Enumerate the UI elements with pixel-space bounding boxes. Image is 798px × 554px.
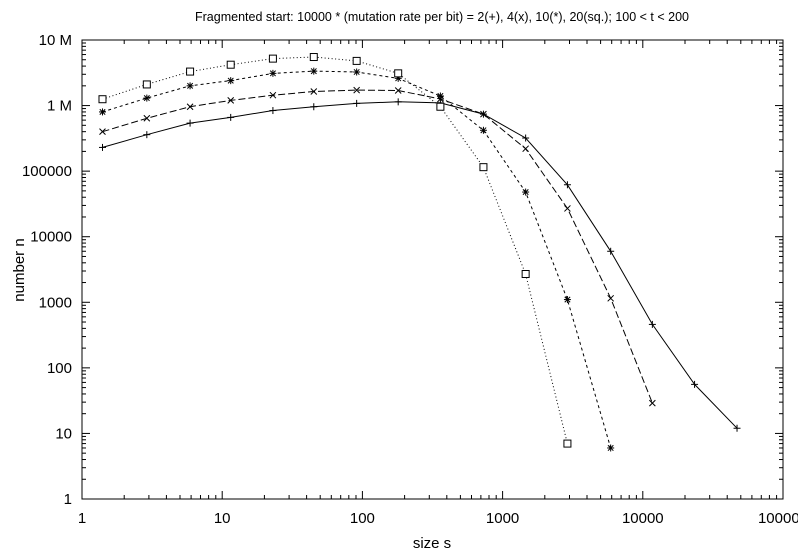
series-line-plus bbox=[102, 101, 738, 429]
x-tick-label: 1000 bbox=[486, 510, 519, 527]
data-point-cross bbox=[99, 128, 106, 136]
data-point-square bbox=[436, 102, 445, 111]
data-point-plus bbox=[143, 131, 151, 139]
data-point-square bbox=[479, 163, 488, 172]
data-point-square bbox=[352, 56, 361, 65]
data-point-asterisk bbox=[269, 69, 277, 77]
data-point-plus bbox=[98, 143, 106, 151]
data-point-asterisk bbox=[479, 126, 487, 134]
data-point-plus bbox=[563, 181, 571, 189]
data-point-cross bbox=[564, 205, 571, 212]
data-point-cross bbox=[227, 97, 235, 104]
x-axis-title: size s bbox=[413, 535, 451, 552]
data-point-plus bbox=[353, 99, 361, 107]
data-point-asterisk bbox=[186, 82, 194, 90]
y-tick-label: 1000 bbox=[39, 294, 72, 311]
data-point-plus bbox=[691, 380, 699, 388]
data-point-cross bbox=[480, 110, 487, 118]
data-point-square bbox=[226, 60, 235, 69]
series-line-cross bbox=[102, 89, 653, 404]
data-point-plus bbox=[522, 134, 530, 142]
series-markers bbox=[98, 53, 741, 452]
series-line-square bbox=[102, 56, 568, 444]
data-point-asterisk bbox=[310, 67, 318, 75]
data-point-plus bbox=[648, 320, 656, 328]
data-point-asterisk bbox=[563, 296, 571, 304]
y-tick-label: 10 bbox=[55, 425, 72, 442]
chart-title: Fragmented start: 10000 * (mutation rate… bbox=[195, 10, 689, 24]
data-point-cross bbox=[649, 399, 656, 407]
x-tick-label: 10 bbox=[214, 510, 231, 527]
data-point-asterisk bbox=[227, 77, 235, 85]
axis-ticks: 1 10 100 1000 10000 100000 1 10 100 1000 10000 1000… bbox=[22, 32, 798, 527]
x-tick-label: 100000 bbox=[758, 510, 798, 527]
data-point-asterisk bbox=[353, 68, 361, 76]
data-point-square bbox=[394, 69, 403, 78]
data-point-asterisk bbox=[522, 188, 530, 196]
data-point-asterisk bbox=[436, 92, 444, 100]
x-tick-label: 10000 bbox=[622, 510, 664, 527]
data-point-cross bbox=[353, 86, 361, 94]
data-point-square bbox=[521, 270, 530, 279]
data-point-square bbox=[98, 95, 107, 104]
data-point-asterisk bbox=[143, 94, 151, 102]
data-point-cross bbox=[607, 294, 615, 302]
y-tick-label: 10000 bbox=[30, 229, 72, 246]
data-point-square bbox=[268, 54, 277, 63]
y-tick-label: 1 bbox=[64, 491, 72, 508]
data-point-square bbox=[563, 439, 572, 448]
x-tick-label: 100 bbox=[350, 510, 375, 527]
y-tick-label: 1 M bbox=[47, 98, 72, 115]
data-point-asterisk bbox=[98, 108, 106, 116]
y-tick-label: 100 bbox=[47, 360, 72, 377]
y-tick-label: 10 M bbox=[39, 32, 72, 49]
data-point-plus bbox=[607, 247, 615, 255]
data-point-plus bbox=[733, 424, 741, 432]
data-point-plus bbox=[394, 98, 402, 106]
data-point-cross bbox=[186, 103, 194, 111]
x-tick-label: 1 bbox=[78, 510, 86, 527]
series-lines bbox=[102, 56, 738, 449]
data-point-square bbox=[142, 80, 151, 89]
y-axis-title: number n bbox=[11, 238, 28, 301]
y-tick-label: 100000 bbox=[22, 163, 72, 180]
data-point-cross bbox=[522, 145, 529, 153]
data-point-cross bbox=[310, 88, 318, 95]
data-point-square bbox=[309, 53, 318, 62]
data-point-plus bbox=[227, 113, 235, 121]
data-point-square bbox=[186, 67, 195, 76]
data-point-asterisk bbox=[607, 444, 615, 452]
data-point-cross bbox=[143, 114, 151, 122]
data-point-plus bbox=[310, 103, 318, 111]
data-point-cross bbox=[269, 91, 277, 99]
data-point-plus bbox=[186, 119, 194, 127]
plot-frame bbox=[81, 39, 784, 500]
series-line-asterisk bbox=[102, 70, 612, 449]
data-point-cross bbox=[394, 87, 402, 94]
data-point-plus bbox=[269, 107, 277, 115]
